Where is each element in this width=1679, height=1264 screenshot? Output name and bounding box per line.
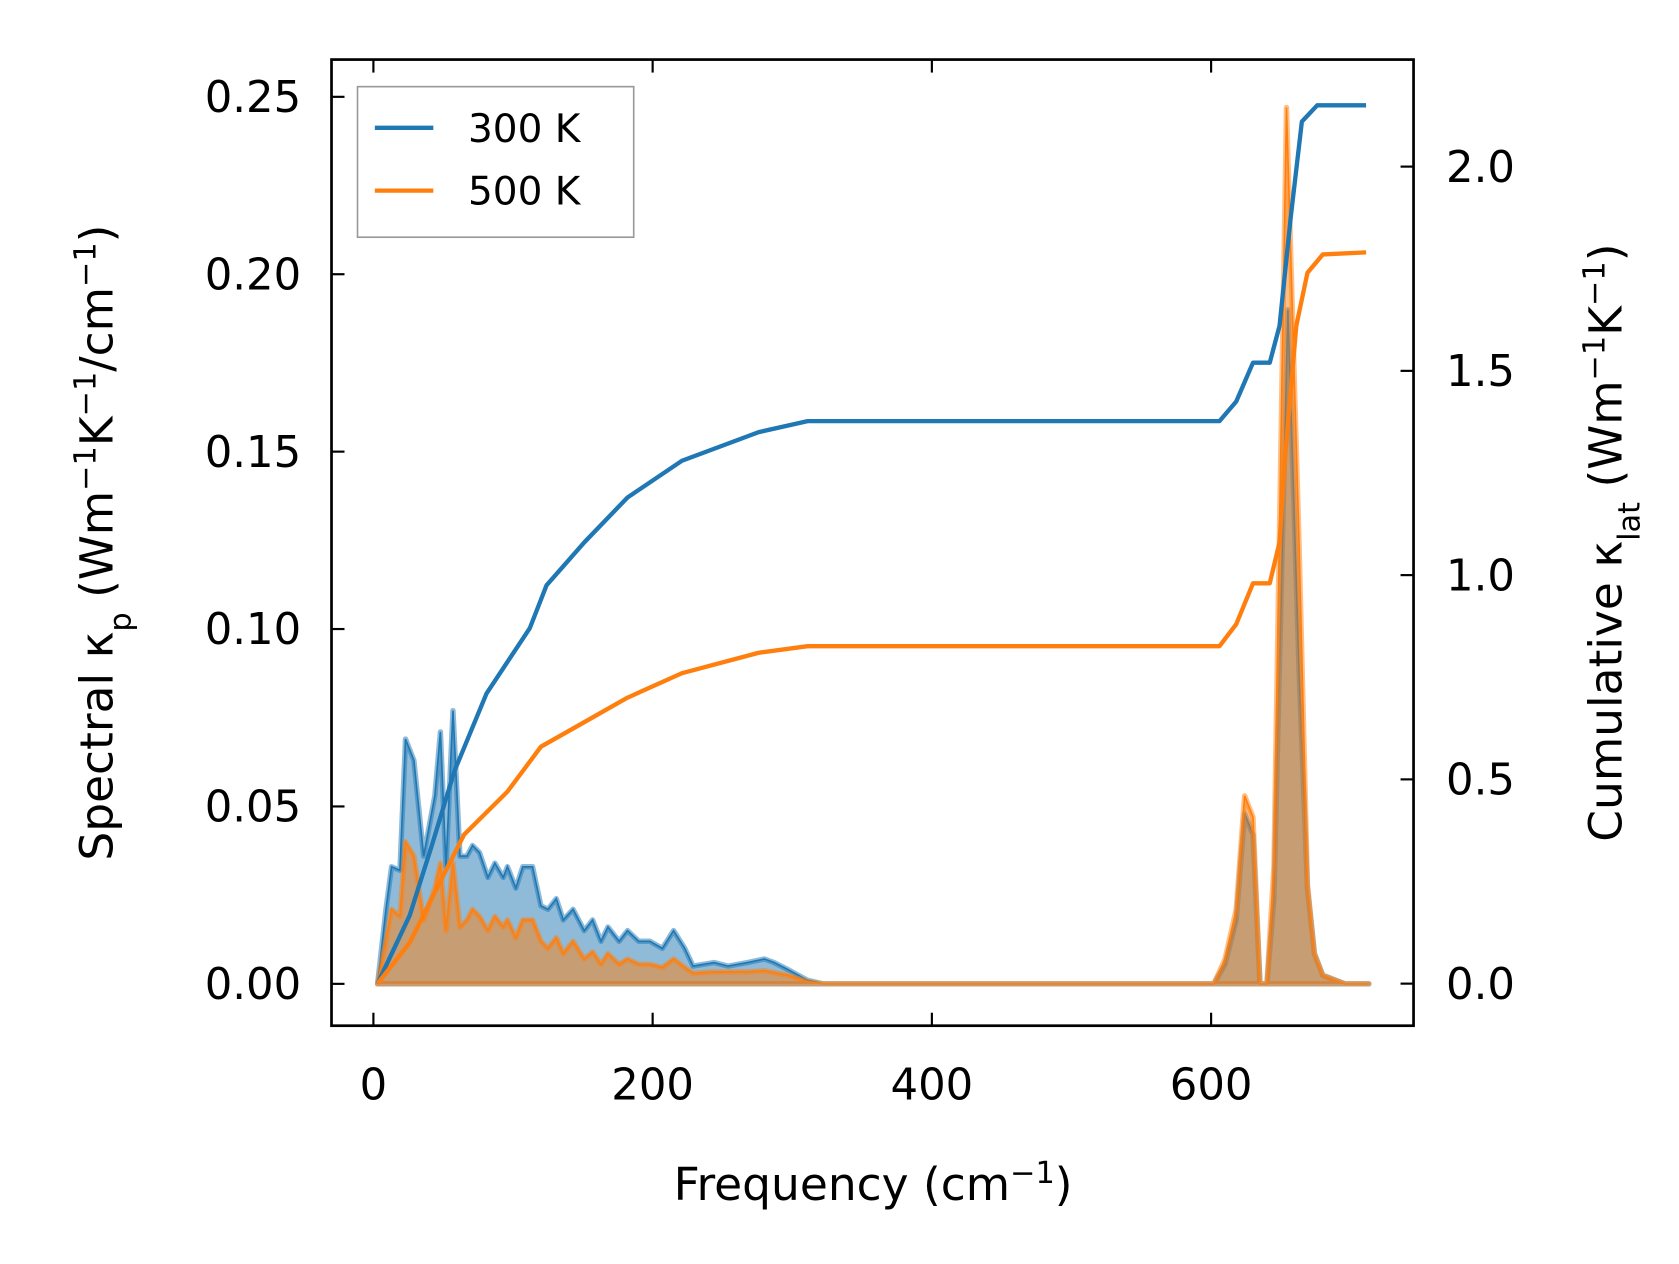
label-text: Cumulative κ — [1580, 541, 1633, 842]
label-text: Frequency (cm — [674, 1158, 1011, 1211]
y2-tick-label: 0.0 — [1446, 960, 1515, 1010]
plot-frame — [330, 58, 1415, 1028]
legend-label-500k: 500 K — [468, 170, 582, 215]
y-tick-label: 0.15 — [205, 428, 301, 478]
y-tick-label: 0.25 — [205, 73, 301, 123]
axis-ticks: 0 200 400 600 0.00 0.05 0.10 0.15 0.20 0.25 0.0 0.5… — [205, 59, 1515, 1110]
cumulative-lines — [375, 103, 1367, 985]
label-text: Spectral κ — [71, 632, 124, 861]
subscript: p — [103, 612, 138, 631]
y-tick-label: 0.00 — [205, 960, 301, 1010]
superscript: −1 — [1577, 261, 1612, 306]
label-text: ) — [71, 225, 124, 243]
x-tick-label: 0 — [360, 1060, 388, 1110]
x-axis-label: Frequency (cm−1) — [674, 1156, 1073, 1212]
superscript: −1 — [68, 446, 103, 491]
legend-label-300k: 300 K — [468, 107, 582, 152]
label-text: K — [1580, 305, 1633, 336]
superscript: −1 — [68, 242, 103, 287]
superscript: −1 — [68, 372, 103, 417]
x-tick-label: 600 — [1170, 1060, 1253, 1110]
spectral-area-500k — [374, 104, 1372, 987]
x-tick-label: 400 — [891, 1060, 974, 1110]
y2-axis-label: Cumulative κlat (Wm−1K−1) — [1577, 244, 1647, 842]
label-text: (Wm — [1580, 380, 1633, 501]
label-text: ) — [1580, 244, 1633, 262]
superscript: −1 — [1010, 1156, 1055, 1191]
superscript: −1 — [1577, 336, 1612, 381]
cumulative-line-500k — [375, 250, 1367, 985]
label-text: (Wm — [71, 491, 124, 612]
y2-tick-label: 2.0 — [1446, 143, 1515, 193]
y-tick-label: 0.05 — [205, 783, 301, 833]
label-text: /cm — [71, 287, 124, 372]
label-text: K — [71, 415, 124, 446]
x-tick-label: 200 — [611, 1060, 694, 1110]
y2-tick-label: 0.5 — [1446, 756, 1515, 806]
cumulative-line-300k — [375, 103, 1367, 985]
legend-frame — [356, 85, 635, 239]
y-tick-label: 0.10 — [205, 605, 301, 655]
subscript: lat — [1612, 502, 1647, 541]
y-axis-label: Spectral κp (Wm−1K−1/cm−1) — [68, 225, 138, 861]
spectral-line-500k — [376, 107, 1369, 985]
label-text: ) — [1055, 1158, 1073, 1211]
y2-tick-label: 1.0 — [1446, 551, 1515, 601]
y2-tick-label: 1.5 — [1446, 347, 1515, 397]
legend: 300 K 500 K — [356, 85, 635, 239]
y-tick-label: 0.20 — [205, 250, 301, 300]
spectral-fills — [374, 104, 1372, 987]
